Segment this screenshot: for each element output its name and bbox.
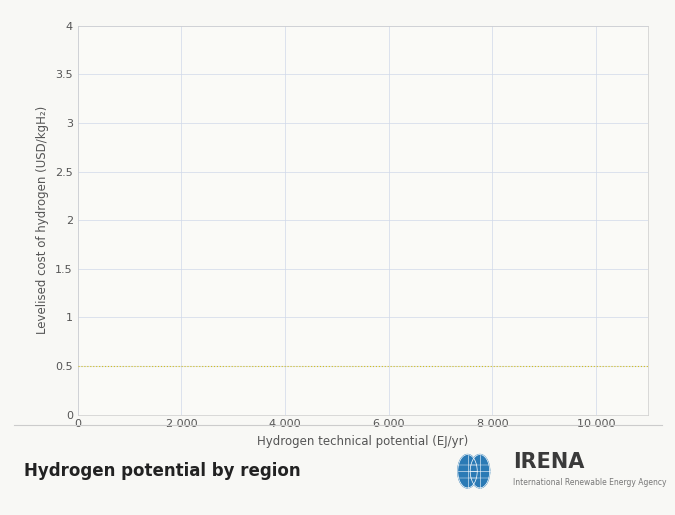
Circle shape <box>470 455 489 488</box>
Text: IRENA: IRENA <box>513 452 585 472</box>
Text: International Renewable Energy Agency: International Renewable Energy Agency <box>513 478 666 487</box>
Circle shape <box>458 455 477 488</box>
Text: Hydrogen potential by region: Hydrogen potential by region <box>24 462 300 480</box>
Y-axis label: Levelised cost of hydrogen (USD/kgH₂): Levelised cost of hydrogen (USD/kgH₂) <box>36 106 49 334</box>
X-axis label: Hydrogen technical potential (EJ/yr): Hydrogen technical potential (EJ/yr) <box>257 435 468 448</box>
